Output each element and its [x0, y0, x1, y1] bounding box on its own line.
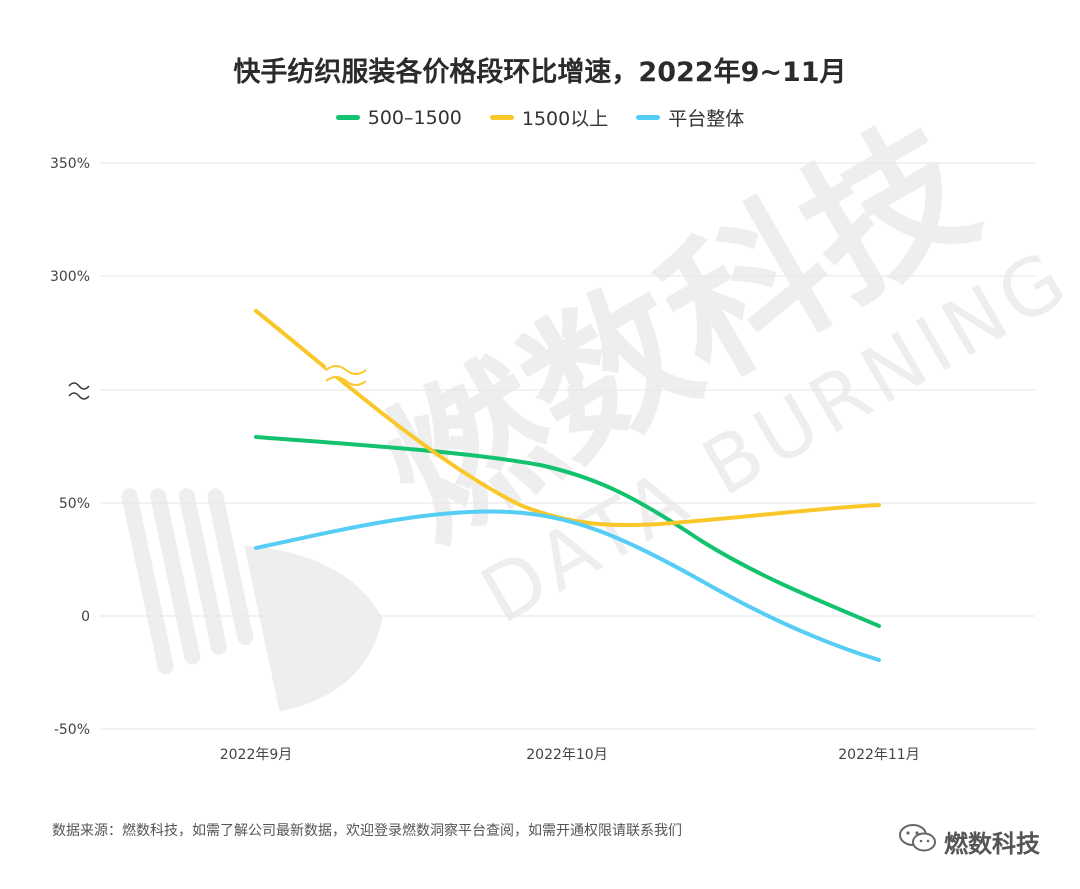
- y-tick-label: 50%: [59, 496, 90, 512]
- y-tick-label: -50%: [54, 722, 90, 738]
- source-note: 数据来源：燃数科技，如需了解公司最新数据，欢迎登录燃数洞察平台查阅，如需开通权限…: [52, 823, 682, 839]
- line-break-icon: [325, 365, 367, 375]
- x-tick-label: 2022年10月: [526, 747, 607, 763]
- x-axis: 2022年9月 2022年10月 2022年11月: [220, 747, 920, 763]
- x-tick-label: 2022年11月: [838, 747, 919, 763]
- grid: [100, 162, 1035, 730]
- legend-item-platform: 平台整体: [636, 104, 744, 131]
- watermark-stripe: [150, 488, 201, 665]
- y-tick-label: 300%: [50, 269, 90, 285]
- brand-name: 燃数科技: [944, 829, 1040, 858]
- y-axis-break-icon: [68, 392, 90, 400]
- chart-title: 快手纺织服装各价格段环比增速，2022年9~11月: [233, 57, 847, 88]
- legend-label: 500–1500: [367, 106, 462, 129]
- watermark-logo-icon: [121, 488, 383, 712]
- y-axis-break-icon: [68, 382, 90, 390]
- legend: 500–1500 1500以上 平台整体: [0, 104, 1080, 131]
- watermark-stripe: [121, 488, 174, 675]
- watermark-stripe: [207, 488, 254, 646]
- legend-label: 平台整体: [668, 108, 745, 130]
- watermark-stripe: [178, 488, 227, 655]
- legend-swatch-blue: [636, 115, 661, 120]
- x-tick-label: 2022年9月: [220, 747, 293, 763]
- legend-swatch-yellow: [489, 115, 514, 120]
- legend-label: 1500以上: [521, 108, 609, 130]
- legend-item-500-1500: 500–1500: [335, 104, 462, 131]
- series-lines: [254, 309, 881, 662]
- y-axis: 350% 300% 50% 0 -50%: [50, 156, 90, 738]
- y-tick-label: 350%: [50, 156, 90, 172]
- line-break-icon: [325, 376, 367, 386]
- brand-logo: 燃数科技: [898, 822, 1040, 860]
- axis-break: [325, 365, 367, 386]
- watermark-blob: [244, 545, 383, 712]
- legend-swatch-green: [335, 115, 360, 120]
- series-line-2: [254, 509, 881, 662]
- legend-item-1500-plus: 1500以上: [489, 104, 609, 131]
- y-tick-label: 0: [81, 609, 90, 625]
- series-line-0: [254, 435, 881, 628]
- wechat-icon: [898, 822, 938, 860]
- line-break-mask: [326, 366, 366, 378]
